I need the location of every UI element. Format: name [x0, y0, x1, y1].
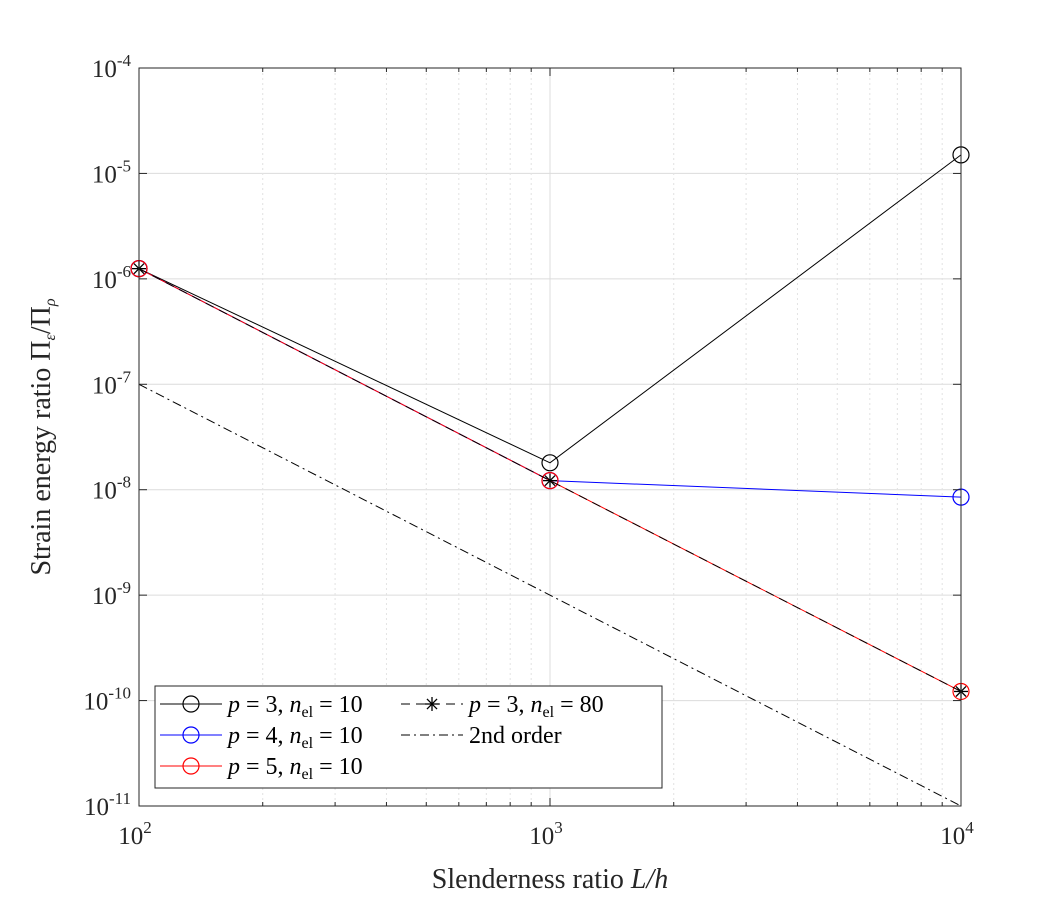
legend: p = 3, nel = 10 p = 3, nel = 80 p = 4, nel…: [154, 685, 663, 789]
legend-label-0: p = 3, nel = 10: [226, 692, 363, 721]
y-axis-label: Strain energy ratio Πε/Πρ: [26, 298, 59, 575]
tick-layer: 102 103 104 10-4 10-5 10-6 10-7 10-8 10-9 10-10 10…: [83, 51, 974, 850]
x-axis-label: Slenderness ratio L/h: [432, 864, 668, 895]
y-axis-label-sub1: ε: [42, 333, 59, 340]
legend-label-4: p = 5, nel = 10: [226, 754, 363, 783]
legend-marker-4: [182, 757, 200, 775]
x-tick-label: 104: [940, 818, 974, 850]
series-line-4: [138, 383, 962, 807]
x-axis-label-var: L/h: [630, 864, 668, 895]
y-tick-label: 10-6: [92, 262, 131, 294]
legend-box: [154, 685, 663, 789]
x-tick-label: 102: [118, 818, 152, 850]
y-axis-label-sub2: ρ: [42, 298, 59, 307]
y-tick-label: 10-7: [92, 367, 132, 399]
legend-label-1: p = 3, nel = 80: [467, 692, 604, 721]
y-tick-label: 10-8: [92, 473, 131, 505]
legend-marker-2: [182, 726, 200, 744]
x-tick-label: 103: [529, 818, 563, 850]
series-0-point: [541, 454, 559, 472]
y-axis-label-sep: /Π: [26, 306, 57, 334]
legend-marker-1: [425, 697, 439, 711]
y-axis-label-var: Π: [26, 340, 57, 360]
series-layer: [130, 146, 970, 807]
series-2-point: [541, 472, 559, 490]
y-tick-label: 10-9: [92, 578, 131, 610]
x-axis-label-text: Slenderness ratio: [432, 864, 631, 895]
legend-marker-0: [182, 695, 200, 713]
legend-label-3: 2nd order: [469, 723, 562, 749]
asterisk-stroke: [426, 698, 438, 710]
y-tick-label: 10-10: [83, 684, 131, 716]
series-3-point: [543, 473, 557, 488]
asterisk-stroke: [544, 475, 556, 487]
y-tick-label: 10-11: [84, 789, 131, 821]
series-line-0: [138, 154, 962, 464]
y-axis-label-text: Strain energy ratio: [26, 361, 57, 576]
y-tick-label: 10-4: [92, 51, 132, 83]
series-line-3: [138, 268, 962, 692]
legend-label-2: p = 4, nel = 10: [226, 723, 363, 752]
y-tick-label: 10-5: [92, 156, 131, 188]
